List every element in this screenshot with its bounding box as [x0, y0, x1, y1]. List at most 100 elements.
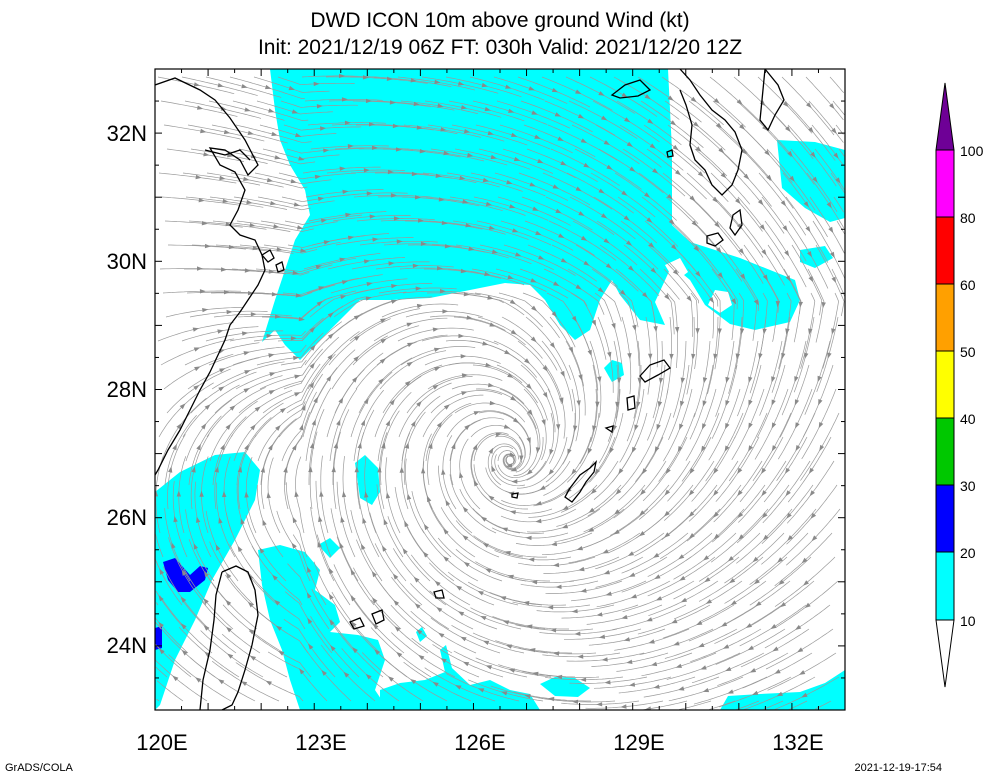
streamline-arrow — [603, 570, 610, 575]
streamline-arrow — [181, 569, 187, 576]
streamline-arrow — [443, 528, 449, 535]
streamline-arrow — [340, 295, 347, 300]
streamline-arrow — [627, 353, 632, 360]
streamline-arrow — [385, 492, 391, 499]
streamline-arrow — [505, 84, 512, 89]
streamline-arrow — [341, 280, 349, 285]
streamline-arrow — [598, 91, 605, 96]
streamline-arrow — [389, 399, 395, 406]
streamline-arrow — [328, 567, 334, 574]
streamline-arrow — [686, 295, 692, 302]
streamline-arrow — [459, 175, 466, 180]
streamline-arrow — [656, 424, 661, 431]
streamline-arrow — [557, 136, 564, 141]
streamline-arrow — [328, 593, 334, 600]
streamline-arrow — [477, 688, 485, 693]
streamline-arrow — [530, 278, 537, 283]
streamline-arrow — [441, 220, 448, 225]
streamline-arrow — [482, 341, 489, 346]
kyushu-coast — [679, 69, 743, 196]
streamline-arrow — [587, 527, 595, 532]
streamline-arrow — [787, 535, 793, 541]
streamline-arrow — [532, 206, 539, 211]
streamline-arrow — [482, 177, 490, 183]
streamline-arrow — [590, 488, 597, 495]
streamline-arrow — [673, 641, 680, 646]
streamline-arrow — [459, 472, 464, 479]
streamline-arrow — [378, 378, 384, 384]
streamline-arrow — [369, 122, 375, 127]
streamline-arrow — [318, 515, 323, 523]
streamline-arrow — [316, 300, 323, 307]
streamline-arrow — [298, 156, 305, 161]
streamline — [809, 196, 845, 254]
streamline-arrow — [535, 447, 541, 454]
streamline-arrow — [501, 527, 508, 532]
streamline-arrow — [506, 463, 513, 468]
streamline-arrow — [462, 661, 470, 667]
streamline-arrow — [559, 397, 564, 404]
streamline-arrow — [354, 466, 359, 473]
streamline-arrow — [701, 445, 706, 453]
streamline — [156, 698, 160, 702]
streamline-arrow — [399, 466, 404, 473]
streamline-arrow — [598, 188, 605, 194]
colorbar-top-triangle — [935, 82, 955, 151]
okinawa-island — [564, 460, 598, 503]
streamline-arrow — [392, 573, 399, 580]
streamline-arrow — [315, 265, 322, 270]
streamline-arrow — [201, 221, 208, 226]
map-area — [155, 69, 845, 710]
streamline-arrow — [404, 380, 411, 387]
streamline-arrow — [158, 648, 165, 655]
streamline-arrow — [292, 516, 298, 524]
streamline — [836, 220, 845, 235]
streamline-arrow — [644, 706, 651, 710]
streamline-arrow — [762, 125, 768, 131]
streamline-arrow — [626, 659, 633, 664]
streamline-arrow — [725, 422, 730, 430]
streamline-arrow — [653, 552, 660, 558]
streamline-arrow — [553, 562, 560, 568]
streamline-arrow — [293, 355, 300, 361]
streamline-arrow — [468, 246, 475, 251]
streamline-arrow — [343, 671, 350, 678]
streamline-arrow — [512, 228, 519, 233]
streamline-arrow — [414, 603, 421, 609]
streamline-arrow — [485, 362, 492, 367]
streamline-arrow — [644, 192, 651, 198]
x-tick-label-120e: 120E — [136, 730, 187, 755]
streamline-arrow — [288, 85, 295, 91]
streamline-arrow — [262, 519, 267, 526]
streamline-arrow — [339, 542, 344, 549]
streamline-arrow — [640, 489, 646, 496]
streamline-arrow — [396, 239, 403, 244]
streamline-arrow — [759, 224, 766, 231]
streamline-arrow — [265, 84, 272, 90]
streamline — [833, 196, 844, 213]
streamline-arrow — [301, 404, 306, 411]
streamline-arrow — [266, 177, 274, 183]
streamline-arrow — [634, 424, 639, 431]
streamline-arrow — [797, 647, 804, 653]
streamline-arrow — [761, 467, 767, 474]
map-subtitle: Init: 2021/12/19 06Z FT: 030h Valid: 202… — [257, 36, 743, 59]
shanghai-estuary — [204, 149, 251, 161]
streamline-arrow — [295, 132, 302, 138]
streamline-arrow — [549, 342, 556, 349]
streamline-arrow — [363, 398, 369, 405]
streamline-arrow — [336, 419, 341, 426]
streamline-arrow — [801, 692, 808, 698]
streamline-arrow — [195, 174, 202, 180]
streamline-arrow — [725, 400, 730, 407]
streamline-arrow — [225, 423, 231, 430]
streamline-arrow — [672, 144, 679, 151]
streamline-arrow — [782, 101, 789, 108]
streamline-arrow — [369, 214, 376, 219]
streamline-arrow — [531, 305, 538, 312]
streamline-arrow — [274, 155, 281, 160]
streamline-arrow — [597, 376, 602, 383]
streamline-arrow — [572, 699, 579, 704]
streamline-arrow — [432, 327, 439, 332]
streamline-arrow — [416, 125, 423, 130]
